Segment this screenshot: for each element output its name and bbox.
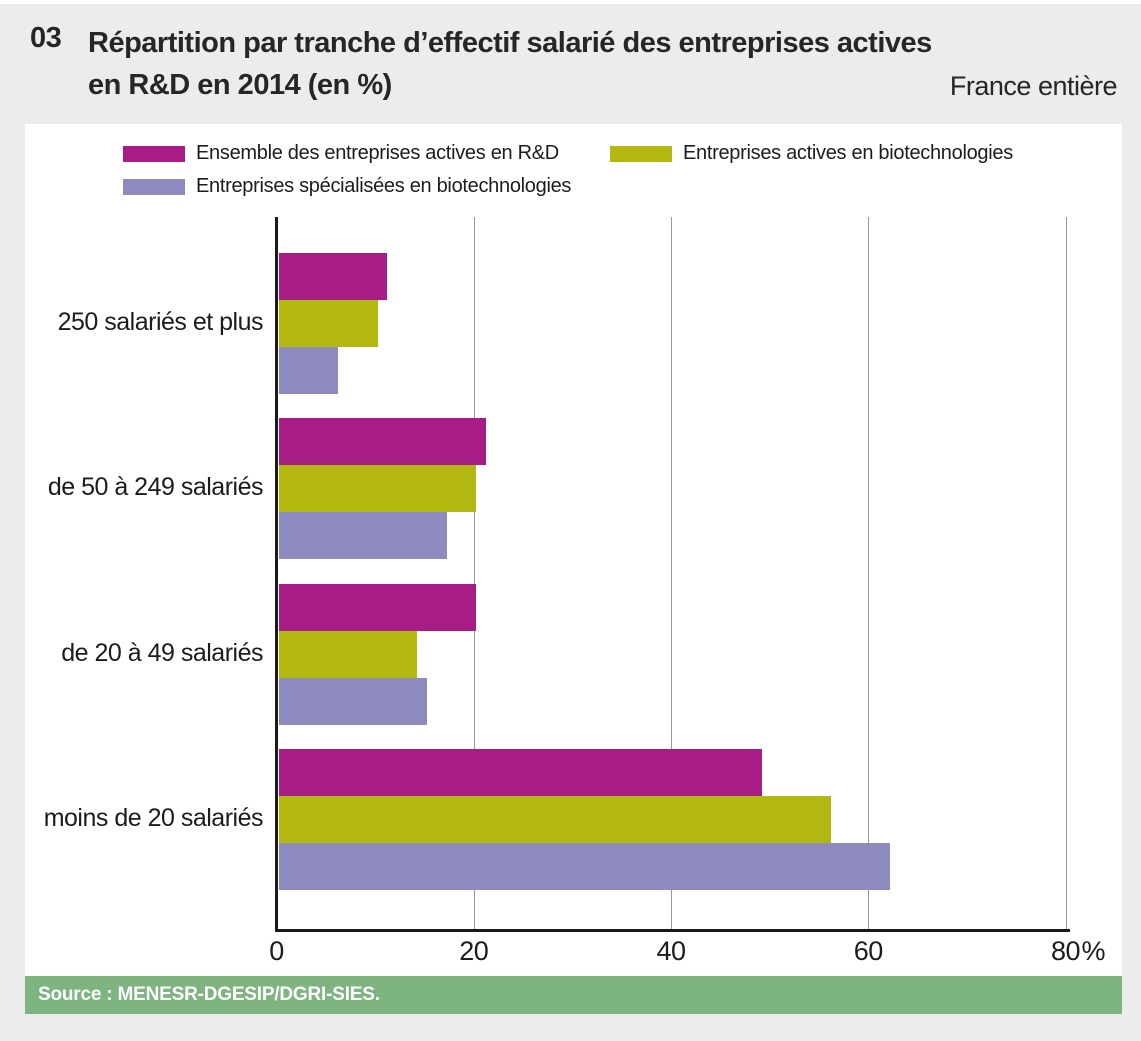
gridline-40 (671, 217, 672, 929)
category-label: 250 salariés et plus (57, 307, 264, 336)
bar-series1-cat2 (279, 418, 487, 465)
chart-panel: Ensemble des entreprises actives en R&D E… (25, 124, 1122, 976)
legend-swatch-1 (123, 145, 185, 162)
page-title: Répartition par tranche d’effectif salar… (88, 22, 1048, 106)
bar-series3-cat1 (279, 347, 339, 394)
category-label: de 50 à 249 salariés (47, 472, 264, 501)
gridline-80 (1065, 217, 1067, 929)
top-strip (0, 0, 1141, 4)
bar-series1-cat1 (279, 253, 388, 300)
x-axis-line (275, 929, 1070, 932)
bar-series3-cat2 (279, 512, 447, 559)
bar-series2-cat3 (279, 631, 418, 678)
source-text: Source : MENESR-DGESIP/DGRI-SIES. (38, 984, 380, 1005)
page-title-line2: en R&D en 2014 (en %) (88, 69, 392, 101)
legend-label-3: Entreprises spécialisées en biotechnolog… (196, 175, 572, 197)
legend-label-1: Ensemble des entreprises actives en R&D (196, 142, 559, 164)
category-label: moins de 20 salariés (43, 803, 264, 832)
x-tick-label-0: 0 (269, 936, 284, 966)
x-tick-label-20: 20 (459, 936, 489, 966)
legend-swatch-2 (610, 145, 672, 162)
legend-swatch-3 (123, 178, 185, 195)
legend-item-1: Ensemble des entreprises actives en R&D (123, 142, 559, 165)
page-title-line1: Répartition par tranche d’effectif salar… (88, 27, 932, 59)
bar-series2-cat2 (279, 465, 477, 512)
x-tick-label-40: 40 (656, 936, 686, 966)
source-bar: Source : MENESR-DGESIP/DGRI-SIES. (25, 976, 1122, 1014)
bar-series3-cat3 (279, 678, 427, 725)
y-axis-line (275, 217, 278, 932)
figure-number: 03 (30, 22, 62, 54)
x-tick-label-80: 80 (1050, 936, 1081, 966)
gridline-60 (868, 217, 870, 929)
bar-series2-cat4 (279, 796, 832, 843)
legend-item-3: Entreprises spécialisées en biotechnolog… (123, 175, 571, 198)
gridline-20 (473, 217, 475, 929)
bar-series2-cat1 (279, 300, 378, 347)
legend-item-2: Entreprises actives en biotechnologies (610, 142, 1013, 165)
legend-label-2: Entreprises actives en biotechnologies (683, 142, 1013, 164)
x-tick-label-60: 60 (853, 936, 884, 966)
bar-series1-cat3 (279, 584, 477, 631)
region-label: France entière (949, 71, 1118, 101)
x-axis-unit-label: % (1081, 936, 1106, 966)
category-label: de 20 à 49 salariés (61, 638, 263, 667)
bar-series3-cat4 (279, 843, 891, 890)
bar-series1-cat4 (279, 749, 763, 796)
